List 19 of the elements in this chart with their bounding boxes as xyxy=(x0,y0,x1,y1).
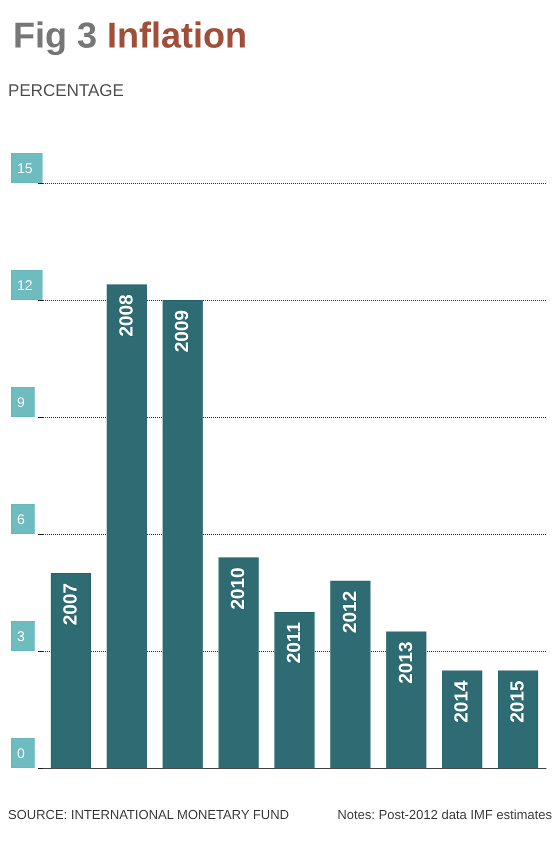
y-tick-label: 6 xyxy=(17,511,25,527)
chart-title: Fig 3 Inflation xyxy=(13,14,247,56)
x-tick-label: 2009 xyxy=(172,310,194,352)
y-axis-title: PERCENTAGE xyxy=(8,81,124,100)
x-tick-label: 2008 xyxy=(116,294,138,337)
y-tick-label: 9 xyxy=(17,394,25,410)
y-tick-label: 0 xyxy=(17,745,25,761)
x-tick-label: 2013 xyxy=(396,642,417,684)
x-tick-label: 2014 xyxy=(452,680,473,723)
x-tick-label: 2007 xyxy=(60,583,82,626)
x-tick-label: 2010 xyxy=(228,567,250,610)
y-tick-label: 3 xyxy=(17,628,25,644)
x-tick-label: 2012 xyxy=(340,590,361,634)
y-tick-label: 12 xyxy=(17,277,33,293)
text: Notes: Post-2012 data IMF estimates xyxy=(337,807,552,822)
source-note: SOURCE: INTERNATIONAL MONETARY FUND xyxy=(8,807,289,822)
y-tick-label: 15 xyxy=(17,160,33,176)
x-tick-label: 2011 xyxy=(284,622,305,664)
x-tick-label: 2015 xyxy=(508,680,529,723)
